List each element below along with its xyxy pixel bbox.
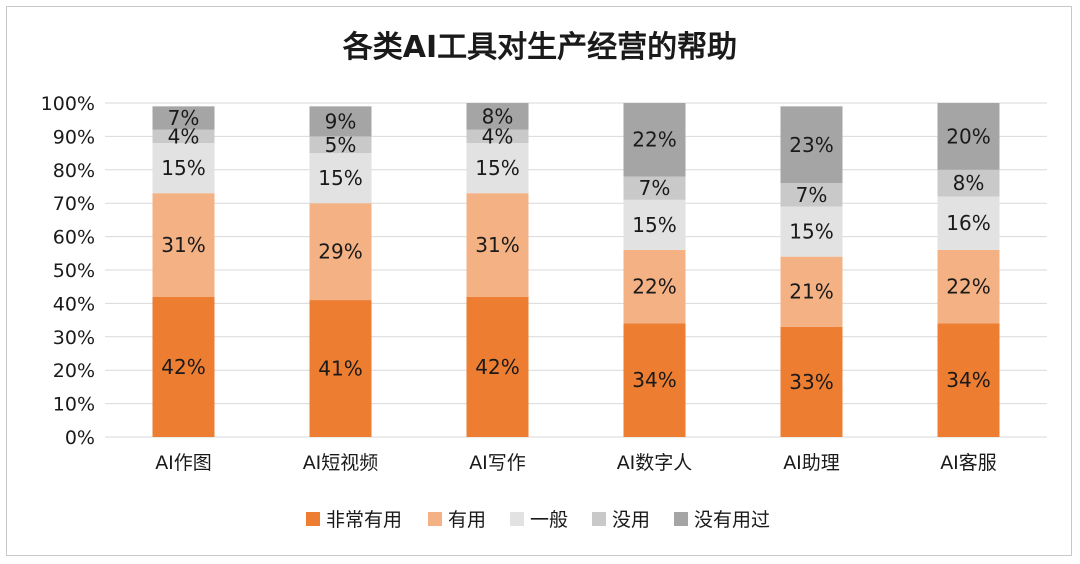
data-label: 22% xyxy=(946,275,990,299)
y-tick-label: 90% xyxy=(53,126,95,148)
bar-segment xyxy=(466,143,529,194)
legend-label: 没用 xyxy=(612,509,650,531)
data-label: 22% xyxy=(632,275,676,299)
bar-segment xyxy=(937,169,1000,197)
bar-segment xyxy=(937,196,1000,250)
bar-segment xyxy=(780,326,843,437)
legend-label: 有用 xyxy=(448,509,486,531)
x-axis: AI作图 AI短视频 AI写作 AI数字人 AI助理 AI客服 xyxy=(155,452,997,474)
y-tick-label: 60% xyxy=(53,227,95,249)
bar-segment xyxy=(309,136,372,154)
bar-segment xyxy=(623,199,686,250)
gridlines xyxy=(105,102,1047,438)
data-label: 16% xyxy=(946,211,990,235)
bar-segment xyxy=(152,143,215,194)
data-label: 31% xyxy=(475,233,519,257)
legend-swatch xyxy=(674,512,688,526)
data-label: 9% xyxy=(325,109,357,133)
y-tick-label: 10% xyxy=(53,394,95,416)
data-label: 7% xyxy=(639,176,671,200)
bar-segment xyxy=(466,103,529,130)
bar-segment xyxy=(623,323,686,437)
legend-swatch xyxy=(592,512,606,526)
legend-label: 没有用过 xyxy=(694,509,770,531)
bar-segment xyxy=(309,153,372,204)
bar-segment xyxy=(152,106,215,130)
data-label: 22% xyxy=(632,128,676,152)
legend-swatch xyxy=(428,512,442,526)
y-tick-label: 0% xyxy=(65,427,95,449)
data-label: 4% xyxy=(482,124,514,148)
legend: 非常有用 有用 一般 没用 没有用过 xyxy=(306,509,770,531)
bar-segment xyxy=(780,106,843,184)
bar-segment xyxy=(152,129,215,144)
data-label: 34% xyxy=(632,368,676,392)
bar-segment xyxy=(623,249,686,324)
bar-segment xyxy=(937,103,1000,170)
bar-segment xyxy=(780,256,843,327)
bar-segment xyxy=(466,193,529,297)
data-label: 20% xyxy=(946,124,990,148)
bar-segment xyxy=(152,296,215,437)
y-tick-label: 100% xyxy=(41,93,95,115)
data-label: 15% xyxy=(789,220,833,244)
data-label: 42% xyxy=(161,355,205,379)
data-label: 34% xyxy=(946,368,990,392)
data-label: 33% xyxy=(789,370,833,394)
data-labels: 42%31%15%4%7%41%29%15%5%9%42%31%15%4%8%3… xyxy=(161,104,990,394)
y-axis: 0% 10% 20% 30% 40% 50% 60% 70% 80% 90% 100% xyxy=(41,93,95,449)
data-label: 23% xyxy=(789,133,833,157)
data-label: 5% xyxy=(325,133,357,157)
x-category-label: AI数字人 xyxy=(617,452,693,474)
bar-segment xyxy=(309,300,372,437)
chart-frame: 各类AI工具对生产经营的帮助 0% 10% 20% 30% 40% 50% 60% 70% 80… xyxy=(6,6,1072,556)
stacked-bar-chart: 各类AI工具对生产经营的帮助 0% 10% 20% 30% 40% 50% 60% 70% 80… xyxy=(41,30,1047,531)
data-label: 29% xyxy=(318,240,362,264)
bar-segment xyxy=(780,206,843,257)
data-label: 15% xyxy=(475,156,519,180)
data-label: 41% xyxy=(318,357,362,381)
bar-segment xyxy=(780,183,843,207)
legend-swatch xyxy=(306,512,320,526)
data-label: 4% xyxy=(168,124,200,148)
data-label: 7% xyxy=(796,183,828,207)
data-label: 7% xyxy=(168,106,200,130)
bar-segment xyxy=(623,176,686,200)
y-tick-label: 40% xyxy=(53,293,95,315)
bar-segment xyxy=(937,323,1000,437)
data-label: 15% xyxy=(318,166,362,190)
bars xyxy=(152,103,1000,437)
legend-label: 一般 xyxy=(530,509,568,531)
data-label: 21% xyxy=(789,280,833,304)
bar-segment xyxy=(466,129,529,144)
legend-swatch xyxy=(510,512,524,526)
data-label: 15% xyxy=(161,156,205,180)
bar-segment xyxy=(309,203,372,301)
bar-segment xyxy=(623,103,686,177)
x-category-label: AI客服 xyxy=(940,452,997,474)
y-tick-label: 70% xyxy=(53,193,95,215)
y-tick-label: 20% xyxy=(53,360,95,382)
y-tick-label: 30% xyxy=(53,327,95,349)
x-category-label: AI写作 xyxy=(469,452,526,474)
chart-title: 各类AI工具对生产经营的帮助 xyxy=(342,30,737,65)
y-tick-label: 80% xyxy=(53,160,95,182)
bar-segment xyxy=(309,106,372,137)
data-label: 42% xyxy=(475,355,519,379)
data-label: 15% xyxy=(632,213,676,237)
bar-segment xyxy=(152,193,215,297)
bar-segment xyxy=(937,249,1000,324)
x-category-label: AI作图 xyxy=(155,452,212,474)
bar-segment xyxy=(466,296,529,437)
data-label: 8% xyxy=(953,171,985,195)
data-label: 8% xyxy=(482,104,514,128)
y-tick-label: 50% xyxy=(53,260,95,282)
x-category-label: AI短视频 xyxy=(303,452,379,474)
data-label: 31% xyxy=(161,233,205,257)
x-category-label: AI助理 xyxy=(783,452,840,474)
legend-label: 非常有用 xyxy=(326,509,402,531)
